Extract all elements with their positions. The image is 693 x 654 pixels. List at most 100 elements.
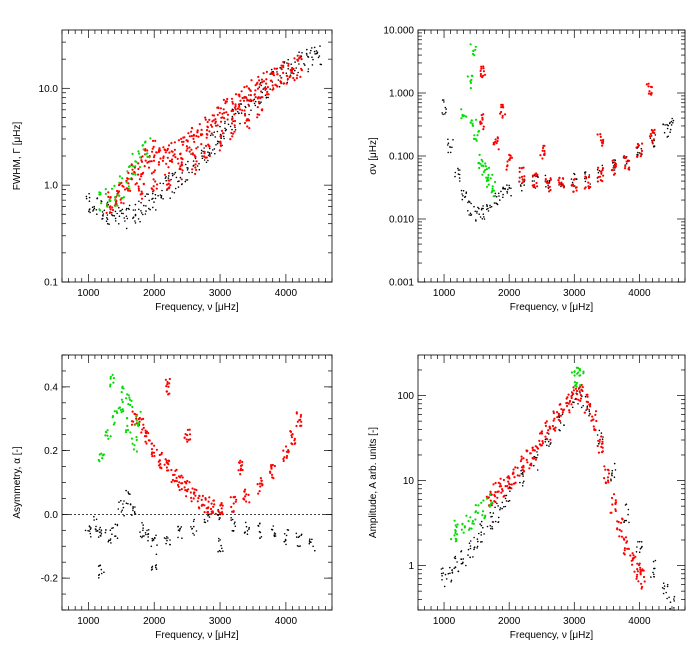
data-point <box>447 151 450 154</box>
data-point <box>296 74 299 77</box>
data-point <box>611 503 614 506</box>
data-point <box>221 513 224 516</box>
series-green <box>97 373 142 463</box>
data-point <box>473 134 476 137</box>
data-point <box>117 508 120 510</box>
data-point <box>464 196 466 198</box>
data-point <box>616 527 619 530</box>
x-tick-label: 3000 <box>209 616 232 627</box>
data-point <box>594 428 597 432</box>
data-point <box>272 71 275 75</box>
data-point <box>442 113 444 116</box>
data-point <box>150 442 153 445</box>
data-point <box>283 456 286 459</box>
data-point <box>491 185 494 188</box>
data-point <box>90 536 92 538</box>
data-point <box>506 476 509 479</box>
data-point <box>282 449 285 452</box>
data-point <box>502 187 505 190</box>
series-green <box>98 137 152 212</box>
data-point <box>293 442 296 445</box>
data-point <box>501 489 504 492</box>
data-point <box>104 430 107 434</box>
data-point <box>185 149 188 152</box>
data-point <box>641 545 643 548</box>
data-point <box>458 177 461 179</box>
data-point <box>545 420 548 423</box>
data-point <box>533 180 535 182</box>
data-point <box>258 83 261 86</box>
data-point <box>177 536 179 539</box>
data-point <box>282 459 285 463</box>
data-point <box>146 529 148 532</box>
data-point <box>572 401 574 403</box>
data-point <box>650 93 653 96</box>
data-point <box>137 162 140 165</box>
data-point <box>125 227 128 230</box>
data-point <box>631 563 634 566</box>
data-point <box>575 398 578 401</box>
data-point <box>135 182 138 185</box>
data-point <box>104 531 107 534</box>
data-point <box>298 63 300 65</box>
data-point <box>230 122 234 125</box>
data-point <box>300 69 303 72</box>
data-point <box>229 125 232 128</box>
data-point <box>496 496 499 499</box>
data-point <box>130 423 134 426</box>
data-point <box>611 159 614 162</box>
data-point <box>223 117 226 120</box>
data-point <box>248 127 251 130</box>
data-point <box>180 178 183 181</box>
x-tick-label: 3000 <box>563 616 586 627</box>
data-point <box>159 194 162 196</box>
data-point <box>521 181 524 184</box>
data-point <box>261 109 264 112</box>
data-point <box>159 157 162 160</box>
data-point <box>496 136 499 139</box>
data-point <box>647 85 650 88</box>
data-point <box>469 540 472 542</box>
data-point <box>284 539 287 542</box>
data-point <box>311 47 313 49</box>
data-point <box>552 410 555 413</box>
data-point <box>165 179 167 182</box>
data-point <box>84 529 87 532</box>
data-point <box>237 112 240 115</box>
data-point <box>121 177 124 180</box>
data-point <box>282 64 285 67</box>
data-point <box>596 168 599 171</box>
data-point <box>496 502 498 505</box>
data-point <box>230 109 233 113</box>
data-point <box>597 439 600 442</box>
data-point <box>205 136 208 139</box>
data-point <box>185 145 188 148</box>
data-point <box>148 156 151 159</box>
data-point <box>308 542 311 545</box>
data-point <box>283 540 286 543</box>
data-point <box>467 548 470 551</box>
data-point <box>194 166 197 169</box>
data-point <box>286 77 289 81</box>
data-point <box>181 169 184 172</box>
data-point <box>203 147 205 149</box>
data-point <box>598 169 601 172</box>
data-point <box>317 56 320 59</box>
data-point <box>573 370 576 373</box>
data-point <box>541 157 544 160</box>
data-point <box>155 534 157 537</box>
data-point <box>666 136 668 138</box>
data-point <box>640 147 643 150</box>
data-point <box>259 102 261 105</box>
data-point <box>623 547 627 550</box>
data-point <box>89 528 92 530</box>
data-point <box>309 538 311 540</box>
data-point <box>480 158 483 161</box>
data-point <box>483 218 486 220</box>
data-point <box>216 140 219 143</box>
data-point <box>106 218 109 220</box>
data-point <box>582 404 584 407</box>
data-point <box>180 526 183 528</box>
data-point <box>504 113 507 116</box>
data-point <box>167 463 170 466</box>
